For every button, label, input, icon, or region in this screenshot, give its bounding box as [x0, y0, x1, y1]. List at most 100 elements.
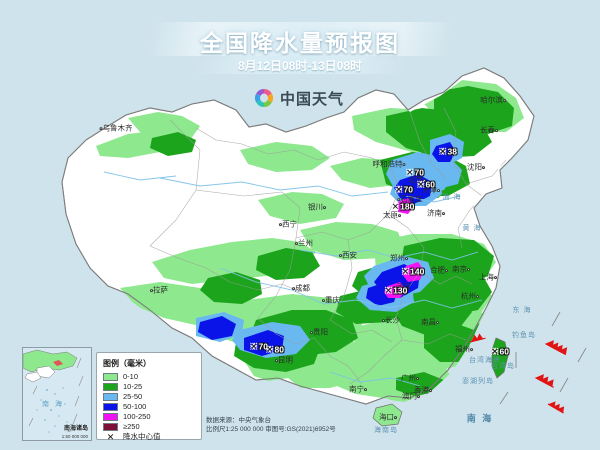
city-marker-dot — [150, 288, 153, 292]
city-name: 重庆 — [325, 295, 340, 305]
city-label: 太原 — [383, 211, 403, 219]
forecast-period: 8月12日08时-13日08时 — [237, 59, 363, 73]
legend-swatch — [103, 382, 118, 391]
precip-center-x-icon: ✕ — [438, 146, 447, 157]
city-label: 澳门 — [402, 392, 422, 400]
precip-center-x-icon: ✕ — [384, 285, 393, 296]
legend-item: 25-50 — [103, 392, 195, 401]
city-label: 兰州 — [293, 239, 313, 247]
rivers — [103, 171, 483, 387]
legend-label: ≥250 — [123, 422, 140, 431]
precip-center-number: 130 — [393, 285, 408, 296]
brand-logo-text: 中国天气 — [280, 90, 345, 108]
sea-label: 台湾海峡 — [469, 357, 501, 364]
precip-center-x-icon: ✕ — [391, 201, 400, 212]
precip-center-x-icon: ✕ — [401, 266, 410, 277]
city-marker-dot — [292, 286, 295, 290]
city-name: 西安 — [342, 250, 357, 260]
city-name: 海口 — [379, 412, 394, 422]
precip-band-100-250 — [384, 198, 424, 298]
city-marker-dot — [323, 205, 326, 209]
legend-center-x-icon: ✕ — [106, 431, 115, 442]
city-marker-dot — [405, 256, 408, 260]
city-name: 银川 — [308, 202, 323, 212]
city-name: 南京 — [452, 264, 467, 274]
city-label: 乌鲁木齐 — [98, 124, 133, 132]
precip-center-x-icon: ✕ — [394, 184, 403, 195]
city-label: 北京 — [408, 176, 428, 184]
city-marker-dot — [397, 197, 401, 201]
legend-item: 0-10 — [103, 372, 195, 381]
city-name: 武汉 — [396, 282, 411, 292]
legend-item: ≥250 — [103, 422, 195, 431]
city-label: 海口 — [379, 413, 399, 421]
brand-logo[interactable]: 中国天气 — [253, 84, 353, 112]
city-marker-dot — [279, 222, 282, 226]
legend-label: 100-250 — [123, 412, 151, 421]
page-title: 全国降水量预报图 — [200, 30, 400, 56]
south-china-sea-inset[interactable]: 南 海 南海诸岛 1:50 000 000 — [22, 347, 92, 441]
legend-swatch — [103, 372, 118, 381]
city-name: 呼和浩特 — [372, 159, 403, 169]
china-weather-swirl-icon — [254, 89, 274, 107]
city-label: 上海 — [479, 273, 499, 281]
sea-label: 渤 海 — [442, 194, 462, 201]
city-label: 天津 — [422, 186, 442, 194]
city-label: 南京 — [452, 265, 472, 273]
city-name: 成都 — [295, 283, 310, 293]
national-border — [61, 67, 535, 405]
precip-center-x-icon: ✕ — [249, 341, 258, 352]
city-label: 拉萨 — [148, 286, 168, 294]
city-name: 上海 — [479, 272, 494, 282]
city-marker-dot — [295, 241, 298, 245]
city-marker-dot — [398, 213, 401, 217]
city-name: 南昌 — [421, 317, 436, 327]
city-label: 石家庄 — [395, 195, 423, 203]
city-marker-dot — [417, 394, 420, 398]
precip-center-value: ✕60 — [416, 179, 436, 190]
sea-label: 台湾岛 — [491, 363, 515, 370]
city-name: 昆明 — [278, 355, 293, 365]
precip-center-value: ✕38 — [438, 146, 457, 157]
city-label: 沈阳 — [467, 163, 487, 171]
city-marker-dot — [429, 388, 432, 392]
city-name: 沈阳 — [467, 162, 482, 172]
legend-panel[interactable]: 图例（毫米） 0-10 10-25 25-50 50-100 100-250 ≥250 ✕ 降… — [96, 352, 202, 442]
city-name: 长沙 — [385, 315, 400, 325]
city-label: 济南 — [427, 209, 447, 217]
precip-center-value: ✕80 — [266, 345, 284, 355]
city-label: 哈尔滨 — [480, 96, 508, 104]
city-marker-dot — [322, 298, 325, 302]
precip-center-x-icon: ✕ — [416, 179, 425, 190]
inset-map: 南 海 — [23, 348, 91, 440]
legend-item: 100-250 — [103, 412, 195, 421]
legend-swatch — [103, 402, 118, 411]
precip-center-value: ✕130 — [384, 285, 408, 296]
city-name: 南宁 — [349, 384, 364, 394]
legend-swatch — [103, 392, 118, 401]
precip-center-value: ✕70 — [249, 341, 268, 352]
city-marker-dot — [339, 253, 342, 257]
city-marker-dot — [310, 330, 313, 334]
city-name: 天津 — [422, 185, 437, 195]
hainan-island — [372, 403, 403, 427]
city-marker-dot — [482, 165, 485, 169]
precip-center-value: ✕70 — [406, 168, 424, 178]
city-marker-dot — [275, 358, 278, 362]
city-name: 乌鲁木齐 — [102, 123, 133, 133]
city-marker-dot — [437, 188, 440, 192]
city-name: 合肥 — [430, 265, 445, 275]
precip-center-number: 60 — [425, 179, 436, 190]
city-name: 杭州 — [461, 291, 476, 301]
taiwan-island — [491, 337, 509, 379]
city-marker-dot — [402, 162, 406, 166]
precip-center-number: 180 — [400, 201, 415, 212]
city-marker-dot — [442, 211, 445, 215]
city-name: 长春 — [480, 125, 495, 135]
precip-center-value: ✕60 — [491, 347, 509, 357]
city-marker-dot — [495, 128, 498, 132]
city-marker-dot — [394, 415, 397, 419]
city-label: 银川 — [308, 203, 328, 211]
